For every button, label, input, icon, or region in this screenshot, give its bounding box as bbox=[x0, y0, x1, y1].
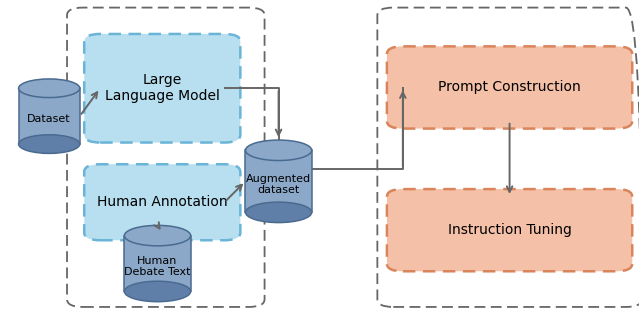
Text: Instruction Tuning: Instruction Tuning bbox=[447, 223, 572, 237]
FancyBboxPatch shape bbox=[387, 46, 632, 129]
Text: Augmented
dataset: Augmented dataset bbox=[246, 174, 311, 195]
Text: Human
Debate Text: Human Debate Text bbox=[124, 256, 191, 277]
Text: Human Annotation: Human Annotation bbox=[97, 195, 228, 209]
Ellipse shape bbox=[19, 135, 80, 153]
Text: Prompt Construction: Prompt Construction bbox=[438, 80, 581, 95]
Bar bbox=[124, 236, 191, 291]
FancyBboxPatch shape bbox=[84, 34, 241, 142]
Ellipse shape bbox=[124, 281, 191, 302]
Ellipse shape bbox=[246, 140, 312, 161]
Text: Dataset: Dataset bbox=[28, 114, 71, 124]
Ellipse shape bbox=[246, 202, 312, 223]
FancyBboxPatch shape bbox=[387, 189, 632, 271]
Ellipse shape bbox=[19, 79, 80, 98]
Bar bbox=[19, 88, 80, 144]
Ellipse shape bbox=[124, 225, 191, 246]
Text: Large
Language Model: Large Language Model bbox=[105, 73, 220, 103]
Bar bbox=[246, 150, 312, 212]
FancyBboxPatch shape bbox=[84, 164, 241, 240]
